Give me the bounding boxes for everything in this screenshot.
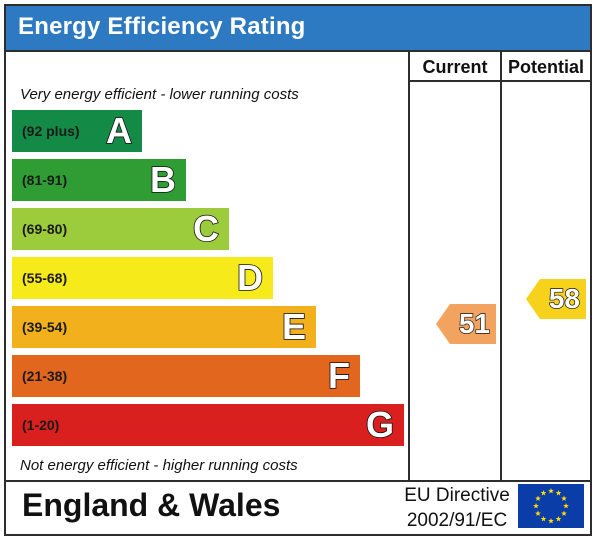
- band-letter-label: D: [236, 256, 264, 299]
- bottom-note: Not energy efficient - higher running co…: [20, 457, 298, 474]
- band-letter-label: C: [192, 207, 220, 250]
- directive-line-2: 2002/91/EC: [406, 510, 508, 531]
- band-letter-label: A: [105, 109, 133, 152]
- pointer-arrow-shape: [436, 304, 496, 344]
- band-range-label: (92 plus): [22, 123, 80, 139]
- pointer-value: 58: [548, 282, 581, 314]
- band-letter-label: E: [281, 305, 307, 348]
- band-range-label: (1-20): [22, 417, 60, 433]
- current-column-header: Current: [422, 57, 488, 77]
- band-f: (21-38) F: [12, 354, 360, 397]
- band-range-label: (39-54): [22, 319, 68, 335]
- band-letter-label: B: [149, 158, 177, 201]
- eu-star: [561, 495, 567, 501]
- potential-column-divider: [500, 50, 502, 482]
- header-top-divider: [6, 50, 590, 52]
- current-rating-pointer: 51: [436, 304, 496, 344]
- eu-star: [555, 490, 562, 496]
- epc-chart-frame: Energy Efficiency Rating Current Potenti…: [4, 4, 592, 536]
- eu-star: [533, 503, 539, 509]
- eu-star: [540, 490, 547, 496]
- eu-star: [561, 510, 567, 516]
- title-bar: Energy Efficiency Rating: [6, 6, 590, 50]
- eu-star: [535, 495, 541, 501]
- band-range-label: (21-38): [22, 368, 68, 384]
- band-range-label: (69-80): [22, 221, 68, 237]
- current-column-divider: [408, 50, 410, 482]
- band-letter-label: G: [365, 403, 395, 446]
- header-bottom-divider: [408, 80, 590, 82]
- pointer-arrow-shape: [526, 279, 586, 319]
- chart-title: Energy Efficiency Rating: [18, 13, 306, 40]
- band-letter-label: F: [327, 354, 351, 397]
- potential-rating-pointer: 58: [526, 279, 586, 319]
- band-range-label: (55-68): [22, 270, 68, 286]
- eu-star: [563, 503, 569, 509]
- top-note: Very energy efficient - lower running co…: [20, 86, 299, 103]
- footer-country: England & Wales: [22, 487, 281, 523]
- eu-star: [555, 515, 562, 522]
- band-g: (1-20) G: [12, 403, 404, 446]
- band-range-label: (81-91): [22, 172, 68, 188]
- band-b: (81-91) B: [12, 158, 186, 201]
- directive-line-1: EU Directive: [404, 485, 510, 506]
- band-c: (69-80) C: [12, 207, 229, 250]
- eu-star: [535, 510, 541, 516]
- eu-star: [548, 518, 554, 524]
- potential-column-header: Potential: [507, 57, 584, 77]
- footer-divider: [6, 480, 590, 482]
- pointer-value: 51: [458, 307, 491, 339]
- band-d: (55-68) D: [12, 256, 273, 299]
- eu-star: [548, 488, 554, 494]
- band-e: (39-54) E: [12, 305, 316, 348]
- band-a: (92 plus) A: [12, 109, 142, 152]
- eu-star: [540, 515, 547, 522]
- eu-flag-icon: [518, 484, 584, 528]
